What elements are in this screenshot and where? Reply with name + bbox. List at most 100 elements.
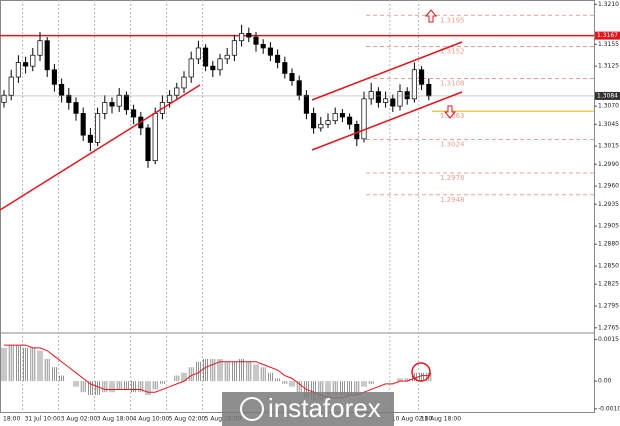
candle-body <box>145 127 151 161</box>
candle-body <box>123 94 129 111</box>
level-label: 1.2948 <box>440 196 465 204</box>
candle-body <box>109 102 115 107</box>
watermark-logo <box>240 397 264 421</box>
candle-body <box>411 69 417 100</box>
arrow-up <box>424 9 438 23</box>
y-tick-label: 1.2990 <box>598 161 619 168</box>
level-label: 1.3108 <box>440 80 465 88</box>
y-tick-label: 1.3015 <box>598 143 619 150</box>
candle-body <box>51 69 57 85</box>
candle-body <box>152 113 158 161</box>
trend-line <box>0 84 201 211</box>
candle-body <box>174 87 180 96</box>
y-tick-label: 1.2935 <box>598 201 619 208</box>
candle-body <box>102 102 108 114</box>
candle-body <box>195 47 201 60</box>
candle-body <box>15 62 21 78</box>
x-tick-label: 18:00 <box>3 416 20 423</box>
candle-body <box>80 113 86 136</box>
candle-body <box>275 54 281 63</box>
y-tick-label: 1.3070 <box>598 103 619 110</box>
candle-body <box>325 120 331 125</box>
y-tick-label: 1.3155 <box>598 41 619 48</box>
y-tick-label: 1.2905 <box>598 223 619 230</box>
candle-body <box>375 91 381 103</box>
candle-body <box>347 116 353 125</box>
level-label: 1.3195 <box>440 16 465 24</box>
candle-body <box>95 113 101 143</box>
candle-body <box>59 83 65 96</box>
watermark-text: instaforex <box>268 393 381 423</box>
candle-body <box>404 91 410 100</box>
channel-lower <box>311 91 463 151</box>
candle-body <box>231 40 237 56</box>
candle-body <box>303 94 309 114</box>
y-tick-label: -0.0010 <box>598 405 620 412</box>
candle-body <box>239 33 245 42</box>
y-tick-label: 1.2765 <box>598 324 619 331</box>
candle-body <box>419 69 425 85</box>
candle-body <box>73 102 79 114</box>
y-tick-label: 1.2795 <box>598 303 619 310</box>
candle-body <box>311 113 317 129</box>
price-label-bg <box>595 31 620 40</box>
candle-body <box>131 109 137 118</box>
candle-body <box>181 76 187 89</box>
candle-body <box>8 76 14 96</box>
channel-upper <box>311 41 463 101</box>
y-tick-label: 1.2850 <box>598 263 619 270</box>
candle-body <box>282 62 288 74</box>
candle-body <box>296 80 302 96</box>
candle-body <box>210 65 216 71</box>
arrow-down <box>443 105 457 119</box>
candle-body <box>87 134 93 143</box>
candle-body <box>1 94 7 103</box>
price-label-bg <box>595 91 620 100</box>
level-label: 1.3063 <box>440 112 465 120</box>
candle-body <box>267 47 273 56</box>
candle-body <box>188 58 194 78</box>
y-tick-label: 1.3125 <box>598 63 619 70</box>
candle-body <box>203 47 209 67</box>
candle-body <box>30 54 36 67</box>
candle-body <box>44 40 50 71</box>
resistance-label: 1.3167 <box>597 32 618 39</box>
candle-body <box>289 73 295 82</box>
x-tick-label: 3 Aug 02:00 <box>61 416 98 423</box>
y-tick-label: 1.3210 <box>598 1 619 8</box>
candle-body <box>426 83 432 97</box>
level-label: 1.2978 <box>440 174 465 182</box>
candle-body <box>167 94 173 103</box>
candle-body <box>66 94 72 103</box>
y-tick-label: 1.2825 <box>598 281 619 288</box>
candle-body <box>361 98 367 140</box>
candle-body <box>390 98 396 107</box>
level-label: 1.3024 <box>440 141 465 149</box>
y-tick-label: 1.2960 <box>598 183 619 190</box>
candle-body <box>383 98 389 103</box>
watermark: instaforex <box>222 392 394 426</box>
y-tick-label: 1.2880 <box>598 241 619 248</box>
candle-body <box>253 36 259 45</box>
level-label: 1.3152 <box>440 48 465 56</box>
signal-line <box>4 344 429 399</box>
candle-body <box>368 91 374 100</box>
x-tick-label: 3 Aug 18:00 <box>97 416 134 423</box>
x-tick-label: 31 Jul 10:00 <box>25 416 61 423</box>
candle-body <box>23 62 29 67</box>
x-tick-label: 5 Aug 02:00 <box>169 416 206 423</box>
last-price-label: 1.3084 <box>597 92 618 99</box>
candle-body <box>224 54 230 60</box>
candle-body <box>260 43 266 49</box>
highlight-circle <box>411 362 431 382</box>
x-tick-label: 4 Aug 10:00 <box>133 416 170 423</box>
plot-frame <box>0 0 595 413</box>
candle-body <box>217 58 223 71</box>
x-tick-label: 11 Aug 18:00 <box>421 416 462 423</box>
y-tick-label: 0.0015 <box>598 336 619 343</box>
candle-body <box>339 113 345 118</box>
candle-body <box>246 33 252 38</box>
y-tick-label: 1.3045 <box>598 121 619 128</box>
candle-body <box>116 94 122 107</box>
x-tick-label: 10 Aug 02:00 <box>392 416 433 423</box>
